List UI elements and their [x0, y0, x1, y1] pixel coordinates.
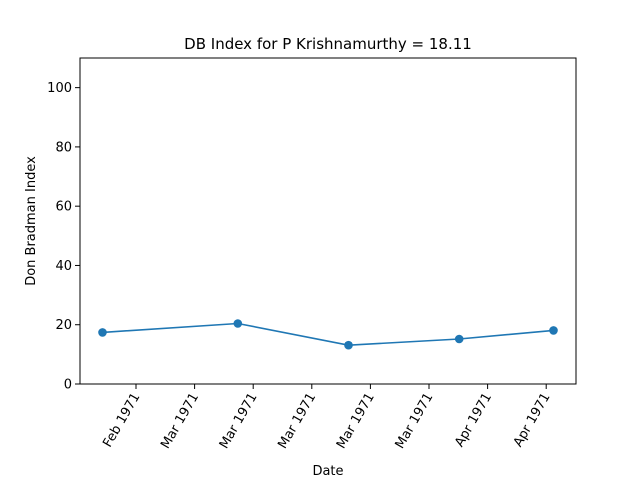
data-point: [98, 328, 107, 337]
plot-frame: [79, 57, 577, 385]
y-axis-label: Don Bradman Index: [24, 156, 39, 286]
y-tick-label: 80: [55, 140, 72, 155]
y-tick-label: 40: [55, 259, 72, 274]
series-layer: [98, 319, 558, 350]
data-point: [549, 326, 558, 335]
y-tick-label: 20: [55, 318, 72, 333]
y-tick-label: 0: [64, 378, 72, 393]
y-tick-label: 60: [55, 200, 72, 215]
data-point: [454, 334, 464, 344]
chart-title: DB Index for P Krishnamurthy = 18.11: [184, 35, 472, 53]
data-point: [233, 319, 243, 328]
x-axis-label: Date: [312, 464, 343, 479]
data-point: [344, 340, 353, 350]
y-tick-label: 100: [47, 81, 72, 96]
